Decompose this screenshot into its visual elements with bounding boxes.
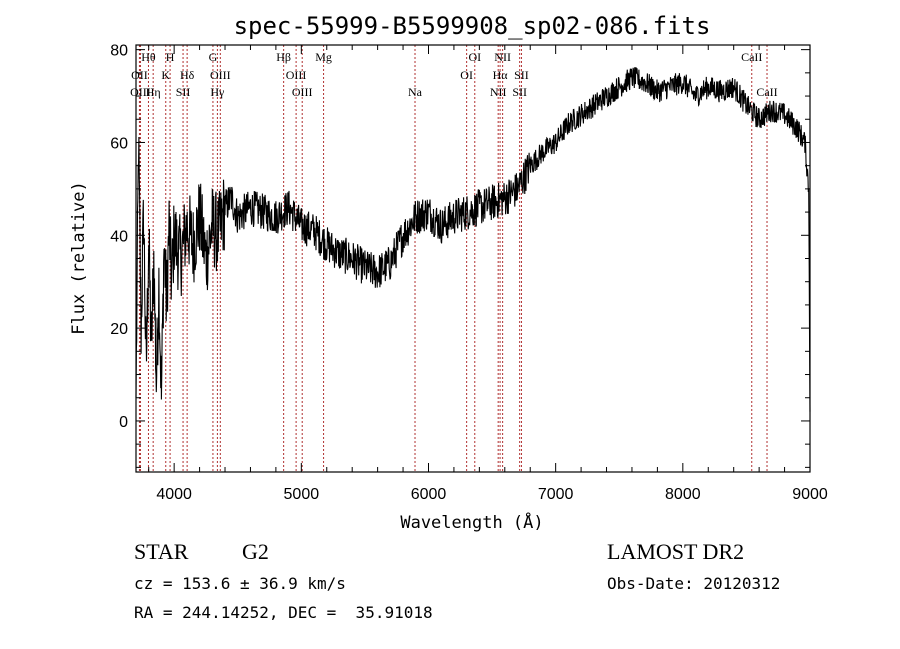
line-label: OIII — [210, 68, 231, 82]
observation-date: Obs-Date: 20120312 — [607, 574, 781, 593]
redshift-velocity: cz = 153.6 ± 36.9 km/s — [134, 574, 346, 593]
chart-title: spec-55999-B5599908_sp02-086.fits — [234, 12, 711, 40]
y-axis-label: Flux (relative) — [69, 181, 89, 335]
y-tick-label: 20 — [110, 321, 128, 338]
x-tick-label: 9000 — [792, 486, 828, 503]
x-tick-label: 5000 — [284, 486, 320, 503]
line-label: K — [161, 68, 170, 82]
line-label: H — [166, 50, 175, 64]
line-label: OIII — [292, 85, 313, 99]
line-label: Hθ — [141, 50, 156, 64]
plot-frame — [135, 44, 811, 473]
object-subclass: G2 — [242, 539, 269, 564]
line-label: Na — [408, 85, 423, 99]
line-label: NII — [494, 50, 511, 64]
line-label: CaII — [756, 85, 777, 99]
line-label: Hη — [146, 85, 161, 99]
x-tick-label: 7000 — [538, 486, 574, 503]
x-tick-label: 8000 — [665, 486, 701, 503]
line-label: OII — [131, 68, 148, 82]
line-label: SII — [512, 85, 527, 99]
line-label: G — [209, 50, 218, 64]
survey-name: LAMOST DR2 — [607, 539, 745, 564]
line-label: Hδ — [180, 68, 195, 82]
spectrum-line — [135, 67, 811, 412]
line-label: CaII — [741, 50, 762, 64]
line-label: OIII — [286, 68, 307, 82]
x-tick-label: 6000 — [411, 486, 447, 503]
line-label: SII — [514, 68, 529, 82]
line-label: NII — [490, 85, 507, 99]
x-axis-label: Wavelength (Å) — [400, 511, 543, 533]
y-tick-label: 80 — [110, 43, 128, 60]
line-label: Hγ — [210, 85, 225, 99]
line-label: SII — [176, 85, 191, 99]
object-class: STAR — [134, 539, 189, 564]
coordinates: RA = 244.14252, DEC = 35.91018 — [134, 603, 433, 622]
emission-line-markers — [138, 45, 768, 472]
y-tick-label: 40 — [110, 228, 128, 245]
line-label: OI — [468, 50, 481, 64]
y-tick-label: 60 — [110, 135, 128, 152]
y-axis-ticks: 0 20 40 60 80 — [110, 43, 810, 468]
line-label: OI — [460, 68, 473, 82]
x-axis-ticks: 4000 5000 6000 7000 8000 9000 — [148, 45, 828, 503]
line-label: Hα — [493, 68, 509, 82]
x-tick-label: 4000 — [156, 486, 192, 503]
line-label: OIII — [130, 85, 151, 99]
line-label: Mg — [315, 50, 332, 64]
y-tick-label: 0 — [119, 414, 128, 431]
line-label: Hβ — [276, 50, 291, 64]
